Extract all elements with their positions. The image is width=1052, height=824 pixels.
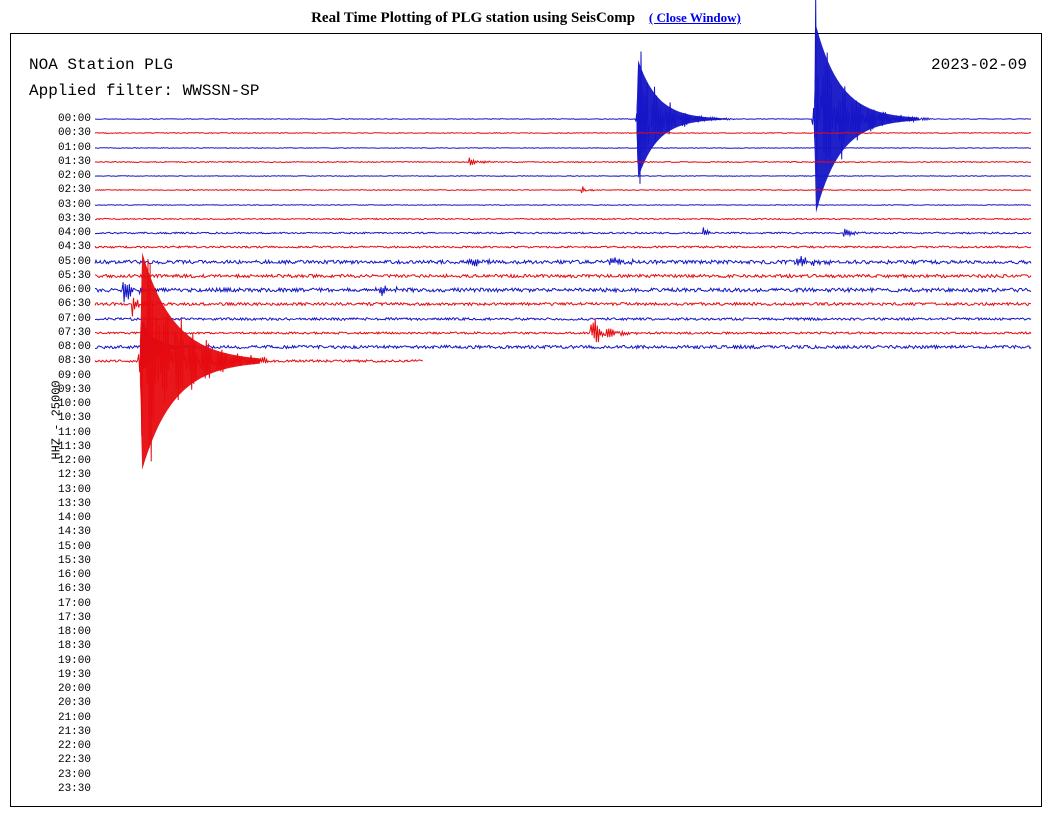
time-label: 23:30 — [55, 783, 91, 795]
trace-row: 16:30 — [95, 582, 1031, 596]
trace-row: 15:00 — [95, 540, 1031, 554]
time-label: 14:00 — [55, 512, 91, 524]
trace-row: 13:30 — [95, 497, 1031, 511]
trace-row: 18:00 — [95, 625, 1031, 639]
time-label: 17:00 — [55, 598, 91, 610]
trace-row: 14:00 — [95, 511, 1031, 525]
time-label: 10:30 — [55, 412, 91, 424]
time-label: 17:30 — [55, 612, 91, 624]
trace-row: 17:00 — [95, 597, 1031, 611]
time-label: 20:00 — [55, 683, 91, 695]
time-label: 09:30 — [55, 384, 91, 396]
time-label: 13:30 — [55, 498, 91, 510]
time-label: 21:00 — [55, 712, 91, 724]
trace-row: 14:30 — [95, 525, 1031, 539]
trace-row: 11:00 — [95, 426, 1031, 440]
trace-row: 10:00 — [95, 397, 1031, 411]
seismogram-plot: NOA Station PLG 2023-02-09 Applied filte… — [10, 33, 1042, 807]
time-label: 21:30 — [55, 726, 91, 738]
time-label: 16:00 — [55, 569, 91, 581]
time-label: 23:00 — [55, 769, 91, 781]
trace-row: 20:30 — [95, 696, 1031, 710]
time-label: 11:00 — [55, 427, 91, 439]
time-label: 11:30 — [55, 441, 91, 453]
traces-area: 00:0000:3001:0001:3002:0002:3003:0003:30… — [95, 112, 1031, 796]
time-label: 07:30 — [55, 327, 91, 339]
time-label: 13:00 — [55, 484, 91, 496]
trace-row: 22:00 — [95, 739, 1031, 753]
time-label: 15:00 — [55, 541, 91, 553]
time-label: 12:30 — [55, 469, 91, 481]
trace-row: 11:30 — [95, 440, 1031, 454]
trace-row: 19:00 — [95, 654, 1031, 668]
trace-row: 20:00 — [95, 682, 1031, 696]
trace-row: 23:30 — [95, 782, 1031, 796]
time-label: 06:30 — [55, 298, 91, 310]
time-label: 15:30 — [55, 555, 91, 567]
time-label: 01:00 — [55, 142, 91, 154]
time-label: 08:00 — [55, 341, 91, 353]
time-label: 10:00 — [55, 398, 91, 410]
time-label: 22:00 — [55, 740, 91, 752]
time-label: 06:00 — [55, 284, 91, 296]
time-label: 12:00 — [55, 455, 91, 467]
time-label: 19:00 — [55, 655, 91, 667]
trace-row: 21:30 — [95, 725, 1031, 739]
time-label: 18:30 — [55, 640, 91, 652]
time-label: 16:30 — [55, 583, 91, 595]
time-label: 05:30 — [55, 270, 91, 282]
time-label: 09:00 — [55, 370, 91, 382]
trace-row: 22:30 — [95, 753, 1031, 767]
time-label: 04:00 — [55, 227, 91, 239]
time-label: 14:30 — [55, 526, 91, 538]
trace-row: 08:30 — [95, 354, 1031, 368]
time-label: 08:30 — [55, 355, 91, 367]
trace-row: 19:30 — [95, 668, 1031, 682]
time-label: 18:00 — [55, 626, 91, 638]
time-label: 03:30 — [55, 213, 91, 225]
trace-row: 18:30 — [95, 639, 1031, 653]
time-label: 20:30 — [55, 697, 91, 709]
trace-row: 09:30 — [95, 383, 1031, 397]
trace-row: 17:30 — [95, 611, 1031, 625]
time-label: 02:00 — [55, 170, 91, 182]
time-label: 03:00 — [55, 199, 91, 211]
time-label: 07:00 — [55, 313, 91, 325]
time-label: 01:30 — [55, 156, 91, 168]
trace-row: 16:00 — [95, 568, 1031, 582]
trace-row: 10:30 — [95, 411, 1031, 425]
trace-row: 15:30 — [95, 554, 1031, 568]
trace-row: 09:00 — [95, 369, 1031, 383]
trace-row: 23:00 — [95, 768, 1031, 782]
trace-row: 12:30 — [95, 468, 1031, 482]
time-label: 19:30 — [55, 669, 91, 681]
trace-row: 21:00 — [95, 711, 1031, 725]
time-label: 22:30 — [55, 754, 91, 766]
time-label: 02:30 — [55, 184, 91, 196]
time-label: 00:30 — [55, 127, 91, 139]
time-label: 04:30 — [55, 241, 91, 253]
trace-row: 13:00 — [95, 483, 1031, 497]
trace-row: 12:00 — [95, 454, 1031, 468]
time-label: 00:00 — [55, 113, 91, 125]
time-label: 05:00 — [55, 256, 91, 268]
